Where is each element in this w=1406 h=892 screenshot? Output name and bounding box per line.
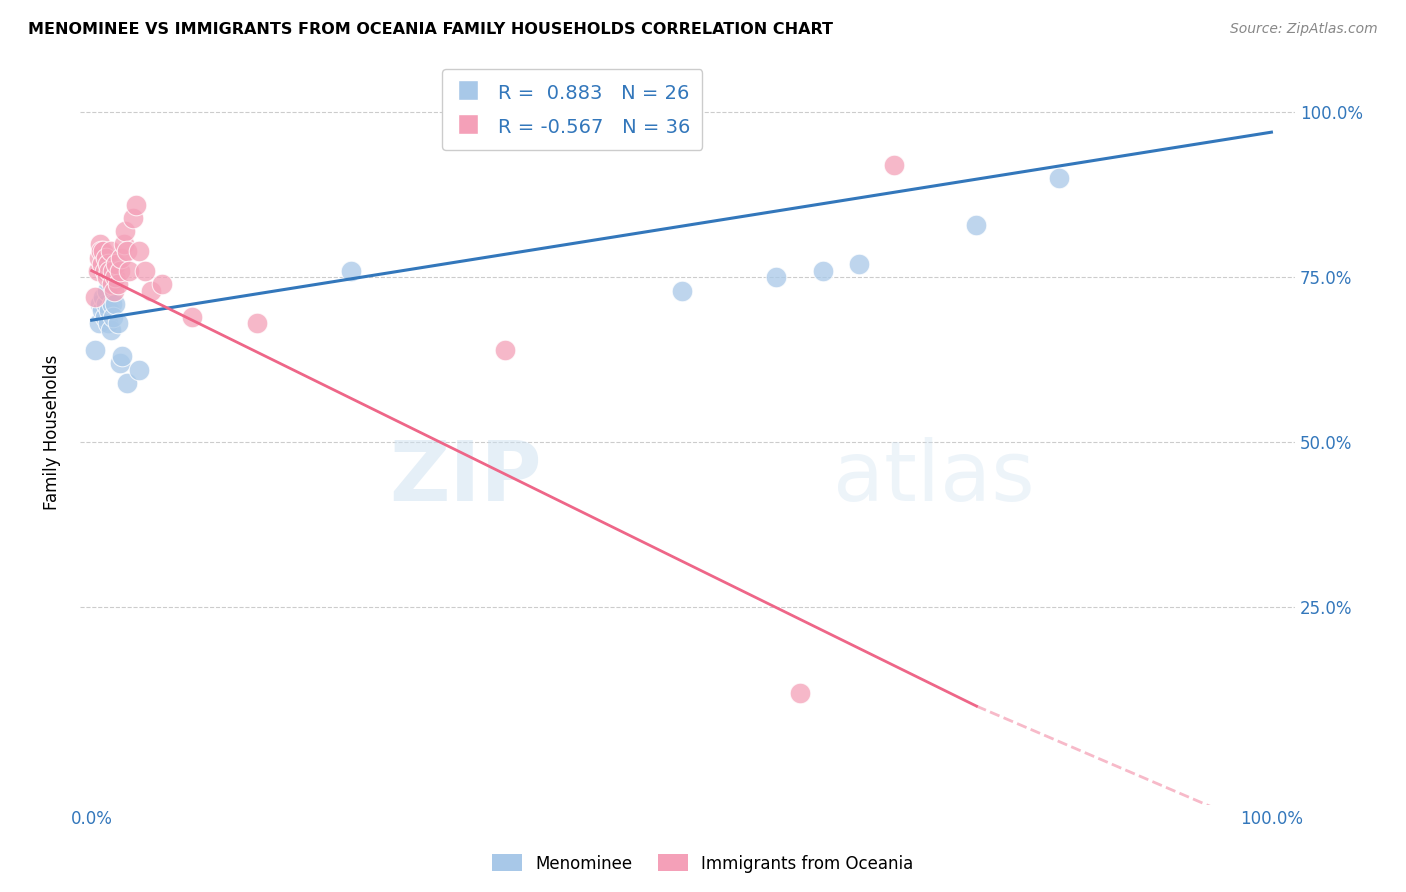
Point xyxy=(125,198,148,212)
Point xyxy=(181,310,204,324)
Point xyxy=(93,263,115,277)
Point xyxy=(112,237,135,252)
Text: atlas: atlas xyxy=(834,436,1035,517)
Text: ZIP: ZIP xyxy=(389,436,541,517)
Point xyxy=(115,376,138,390)
Point xyxy=(93,290,115,304)
Point xyxy=(98,263,121,277)
Point xyxy=(811,263,834,277)
Point xyxy=(114,224,136,238)
Point xyxy=(84,290,107,304)
Text: MENOMINEE VS IMMIGRANTS FROM OCEANIA FAMILY HOUSEHOLDS CORRELATION CHART: MENOMINEE VS IMMIGRANTS FROM OCEANIA FAM… xyxy=(28,22,834,37)
Point xyxy=(103,284,125,298)
Point xyxy=(87,317,110,331)
Point xyxy=(86,263,108,277)
Point xyxy=(134,263,156,277)
Point xyxy=(94,296,117,310)
Point xyxy=(848,257,870,271)
Point xyxy=(107,317,129,331)
Point xyxy=(152,277,174,291)
Point xyxy=(101,310,124,324)
Point xyxy=(96,270,118,285)
Point xyxy=(246,317,269,331)
Point xyxy=(84,343,107,357)
Y-axis label: Family Households: Family Households xyxy=(44,355,60,510)
Point xyxy=(91,303,114,318)
Point xyxy=(93,244,115,258)
Point xyxy=(110,251,132,265)
Point xyxy=(100,296,122,310)
Point xyxy=(107,277,129,291)
Point xyxy=(115,244,138,258)
Point xyxy=(97,257,120,271)
Point xyxy=(883,158,905,172)
Point xyxy=(87,251,110,265)
Point xyxy=(93,310,115,324)
Legend: Menominee, Immigrants from Oceania: Menominee, Immigrants from Oceania xyxy=(486,847,920,880)
Point xyxy=(118,263,141,277)
Point xyxy=(101,263,124,277)
Point xyxy=(671,284,693,298)
Point xyxy=(340,263,363,277)
Point xyxy=(100,277,122,291)
Point xyxy=(765,270,787,285)
Point xyxy=(90,244,112,258)
Point xyxy=(104,270,127,285)
Point xyxy=(139,284,162,298)
Point xyxy=(97,317,120,331)
Point xyxy=(105,257,128,271)
Point xyxy=(89,237,111,252)
Point xyxy=(94,251,117,265)
Point xyxy=(108,356,131,370)
Point xyxy=(494,343,516,357)
Point xyxy=(98,303,121,318)
Point xyxy=(96,284,118,298)
Point xyxy=(789,686,811,700)
Point xyxy=(966,218,988,232)
Point xyxy=(128,244,150,258)
Point xyxy=(122,211,145,225)
Point xyxy=(100,244,122,258)
Point xyxy=(91,257,114,271)
Point xyxy=(108,263,131,277)
Point xyxy=(1047,171,1070,186)
Point xyxy=(128,362,150,376)
Point xyxy=(111,350,134,364)
Legend: R =  0.883   N = 26, R = -0.567   N = 36: R = 0.883 N = 26, R = -0.567 N = 36 xyxy=(441,70,703,150)
Point xyxy=(89,296,111,310)
Point xyxy=(104,296,127,310)
Point xyxy=(100,323,122,337)
Text: Source: ZipAtlas.com: Source: ZipAtlas.com xyxy=(1230,22,1378,37)
